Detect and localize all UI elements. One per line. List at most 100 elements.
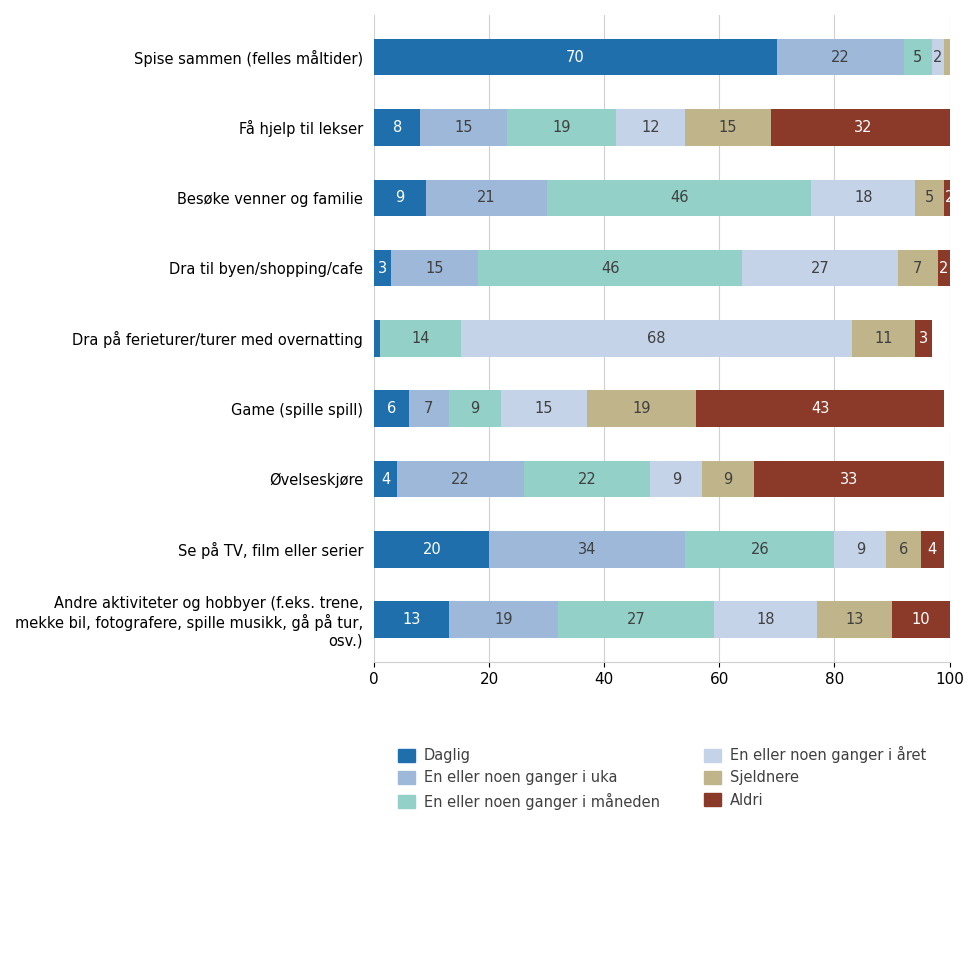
Bar xyxy=(391,249,477,286)
Bar xyxy=(420,109,506,146)
Bar xyxy=(523,460,649,497)
Bar xyxy=(937,249,949,286)
Bar xyxy=(891,601,949,638)
Bar xyxy=(741,249,897,286)
Text: 19: 19 xyxy=(552,120,570,135)
Bar xyxy=(685,531,833,568)
Text: 43: 43 xyxy=(810,401,828,416)
Bar xyxy=(374,601,449,638)
Bar xyxy=(587,391,695,427)
Text: 33: 33 xyxy=(839,472,857,486)
Text: 46: 46 xyxy=(669,190,688,205)
Bar xyxy=(374,391,409,427)
Text: 27: 27 xyxy=(626,612,645,628)
Text: 68: 68 xyxy=(646,331,665,346)
Text: 11: 11 xyxy=(873,331,892,346)
Text: 19: 19 xyxy=(494,612,512,628)
Text: 13: 13 xyxy=(845,612,863,628)
Text: 7: 7 xyxy=(912,260,921,276)
Text: 5: 5 xyxy=(912,49,921,65)
Bar xyxy=(695,391,943,427)
Bar xyxy=(943,39,949,75)
Bar xyxy=(914,320,931,357)
Text: 18: 18 xyxy=(755,612,774,628)
Text: 2: 2 xyxy=(932,49,942,65)
Text: 2: 2 xyxy=(944,190,954,205)
Text: 4: 4 xyxy=(927,542,936,557)
Bar xyxy=(477,249,741,286)
Text: 15: 15 xyxy=(454,120,472,135)
Bar xyxy=(701,460,753,497)
Text: 13: 13 xyxy=(402,612,421,628)
Text: 22: 22 xyxy=(451,472,469,486)
Text: 21: 21 xyxy=(476,190,495,205)
Text: 22: 22 xyxy=(830,49,849,65)
Text: 9: 9 xyxy=(723,472,732,486)
Text: 27: 27 xyxy=(810,260,828,276)
Bar xyxy=(374,109,420,146)
Bar xyxy=(374,531,489,568)
Text: 32: 32 xyxy=(853,120,871,135)
Text: 3: 3 xyxy=(378,260,387,276)
Bar xyxy=(379,320,460,357)
Text: 2: 2 xyxy=(938,260,948,276)
Text: 9: 9 xyxy=(395,190,404,205)
Bar xyxy=(920,531,943,568)
Bar xyxy=(931,39,943,75)
Bar xyxy=(817,601,891,638)
Bar xyxy=(851,320,914,357)
Legend: Daglig, En eller noen ganger i uka, En eller noen ganger i måneden, En eller noe: Daglig, En eller noen ganger i uka, En e… xyxy=(391,741,931,815)
Bar xyxy=(374,39,777,75)
Bar xyxy=(885,531,920,568)
Bar xyxy=(374,460,397,497)
Bar xyxy=(557,601,713,638)
Text: 70: 70 xyxy=(565,49,585,65)
Text: 8: 8 xyxy=(392,120,401,135)
Bar xyxy=(771,109,955,146)
Bar xyxy=(943,180,955,216)
Bar xyxy=(914,180,943,216)
Text: 15: 15 xyxy=(534,401,553,416)
Text: 6: 6 xyxy=(898,542,908,557)
Text: 14: 14 xyxy=(411,331,429,346)
Bar xyxy=(547,180,811,216)
Text: 3: 3 xyxy=(918,331,927,346)
Text: 10: 10 xyxy=(911,612,929,628)
Bar xyxy=(489,531,685,568)
Bar xyxy=(374,320,379,357)
Text: 9: 9 xyxy=(469,401,479,416)
Text: 18: 18 xyxy=(853,190,871,205)
Bar xyxy=(753,460,943,497)
Text: 9: 9 xyxy=(855,542,865,557)
Text: 5: 5 xyxy=(924,190,933,205)
Bar xyxy=(409,391,449,427)
Text: 4: 4 xyxy=(380,472,390,486)
Bar xyxy=(374,180,425,216)
Bar xyxy=(903,39,931,75)
Text: 9: 9 xyxy=(671,472,681,486)
Text: 20: 20 xyxy=(422,542,441,557)
Text: 6: 6 xyxy=(386,401,396,416)
Bar xyxy=(449,601,557,638)
Text: 15: 15 xyxy=(718,120,736,135)
Bar xyxy=(713,601,817,638)
Bar xyxy=(685,109,771,146)
Text: 19: 19 xyxy=(632,401,650,416)
Text: 12: 12 xyxy=(641,120,659,135)
Bar xyxy=(833,531,885,568)
Text: 26: 26 xyxy=(749,542,769,557)
Bar xyxy=(649,460,701,497)
Bar xyxy=(374,249,391,286)
Bar xyxy=(460,320,851,357)
Bar xyxy=(897,249,937,286)
Bar xyxy=(397,460,523,497)
Bar xyxy=(501,391,587,427)
Bar xyxy=(777,39,903,75)
Text: 34: 34 xyxy=(577,542,596,557)
Bar xyxy=(811,180,914,216)
Bar xyxy=(425,180,547,216)
Text: 15: 15 xyxy=(425,260,443,276)
Text: 22: 22 xyxy=(577,472,596,486)
Text: 46: 46 xyxy=(600,260,619,276)
Bar xyxy=(615,109,685,146)
